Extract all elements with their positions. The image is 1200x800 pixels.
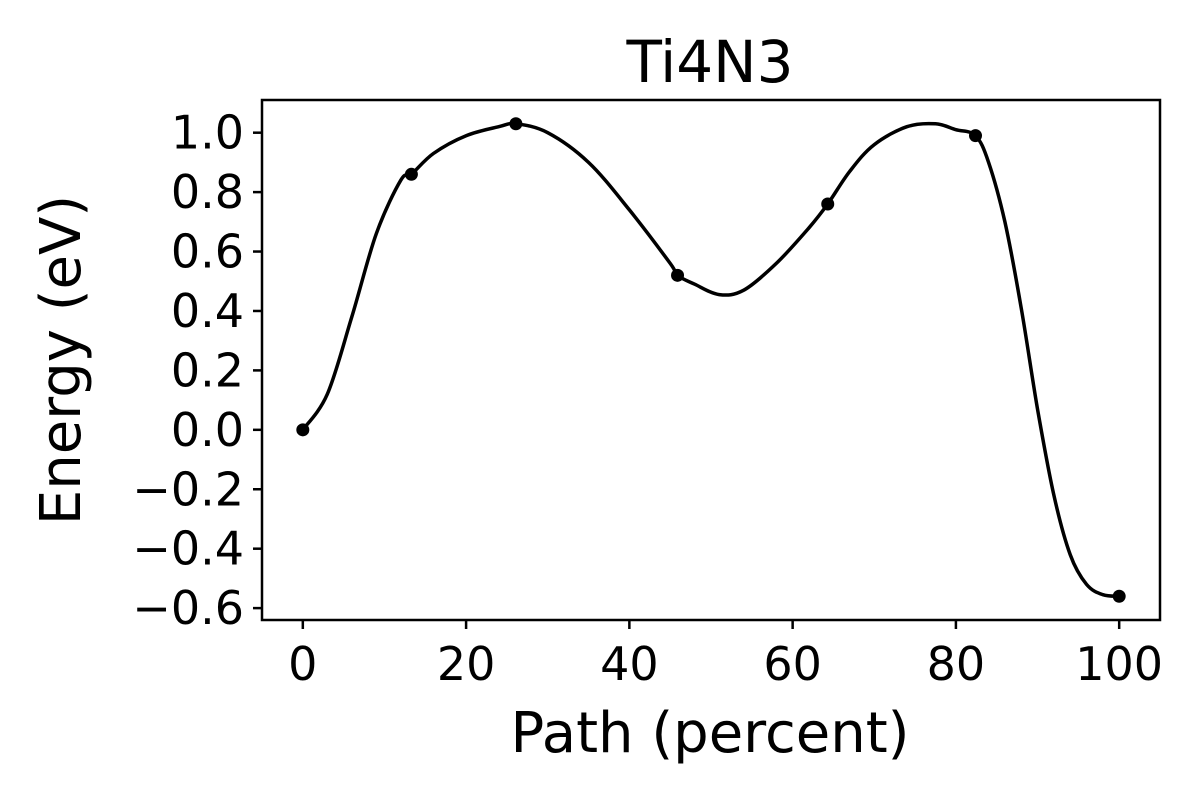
- x-axis-label: Path (percent): [511, 701, 910, 766]
- y-axis-label: Energy (eV): [29, 195, 94, 525]
- data-point: [969, 129, 983, 143]
- data-point: [509, 117, 523, 131]
- x-axis: 0 20 40 60 80 100: [288, 620, 1163, 691]
- y-tick-label: −0.2: [132, 462, 244, 516]
- y-tick-label: −0.4: [132, 522, 244, 576]
- x-tick-label: 20: [437, 637, 496, 691]
- y-tick-label: 0.4: [171, 284, 244, 338]
- chart-title: Ti4N3: [626, 28, 794, 96]
- y-tick-label: 0.0: [171, 403, 244, 457]
- data-point: [821, 197, 835, 211]
- data-point: [1112, 589, 1126, 603]
- y-tick-label: −0.6: [132, 581, 244, 635]
- data-point: [296, 423, 310, 437]
- data-markers: [296, 117, 1126, 603]
- plot-area: [296, 117, 1126, 603]
- x-tick-label: 80: [927, 637, 986, 691]
- y-axis: −0.6−0.4 −0.20.0 0.20.40.6 0.81.0: [132, 106, 262, 635]
- data-point: [404, 167, 418, 181]
- y-tick-label: 0.6: [171, 225, 244, 279]
- plot-frame: [260, 98, 1162, 622]
- y-tick-label: 0.8: [171, 165, 244, 219]
- data-point: [671, 268, 685, 282]
- y-tick-label: 1.0: [171, 106, 244, 160]
- energy-curve: [301, 121, 1120, 598]
- x-tick-label: 100: [1075, 637, 1163, 691]
- y-tick-label: 0.2: [171, 343, 244, 397]
- x-tick-label: 40: [600, 637, 659, 691]
- x-tick-label: 60: [763, 637, 822, 691]
- x-tick-label: 0: [288, 637, 317, 691]
